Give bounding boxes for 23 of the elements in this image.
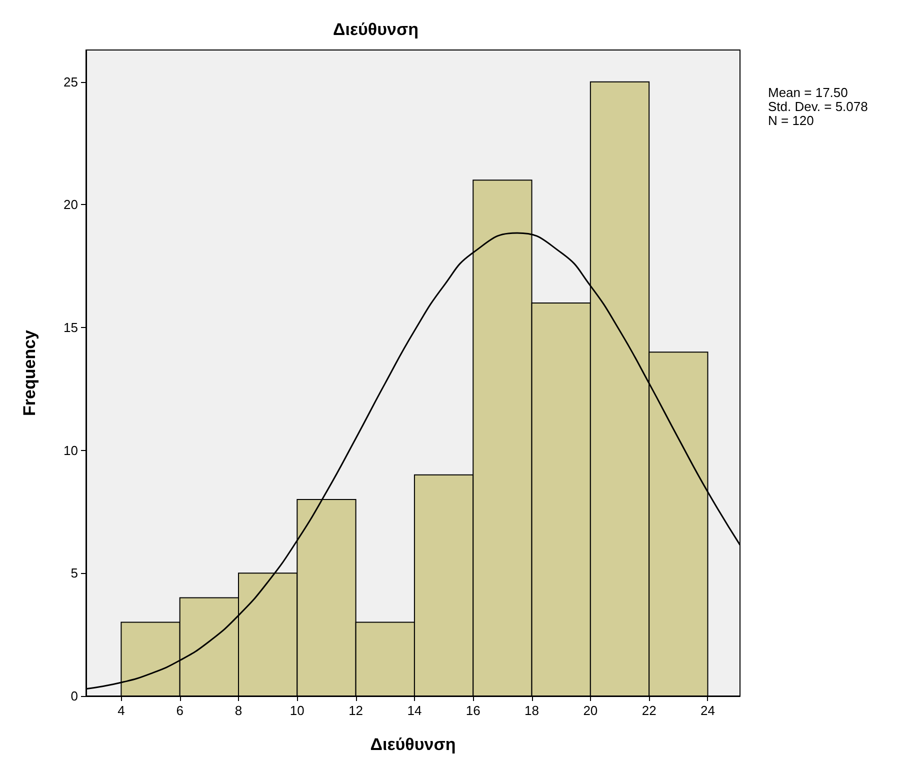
x-tick-label: 10 <box>290 703 304 718</box>
x-tick-label: 20 <box>583 703 598 718</box>
y-axis-title: Frequency <box>20 329 39 416</box>
y-tick-label: 10 <box>64 442 78 458</box>
text: N = 120 <box>768 113 814 128</box>
text: Mean = 17.50 <box>768 85 848 100</box>
x-tick-label: 6 <box>176 703 184 718</box>
x-tick-label: 16 <box>466 703 480 718</box>
x-tick-label: 22 <box>642 703 656 718</box>
x-tick-label: 4 <box>118 703 125 718</box>
x-tick-label: 8 <box>234 703 242 718</box>
x-tick-label: 24 <box>700 703 715 718</box>
y-tick-label: 20 <box>64 197 78 212</box>
y-tick-label: 25 <box>64 74 78 90</box>
text: Std. Dev. = 5.078 <box>768 99 868 114</box>
chart-title: Διεύθυνση <box>333 20 418 39</box>
x-tick-label: 18 <box>524 703 540 718</box>
y-tick-label: 15 <box>64 320 78 336</box>
x-axis-title: Διεύθυνση <box>370 735 456 754</box>
x-tick-label: 14 <box>407 703 422 718</box>
y-tick-label: 5 <box>70 566 78 581</box>
x-tick-label: 12 <box>348 703 364 718</box>
y-tick-label: 0 <box>70 688 78 704</box>
